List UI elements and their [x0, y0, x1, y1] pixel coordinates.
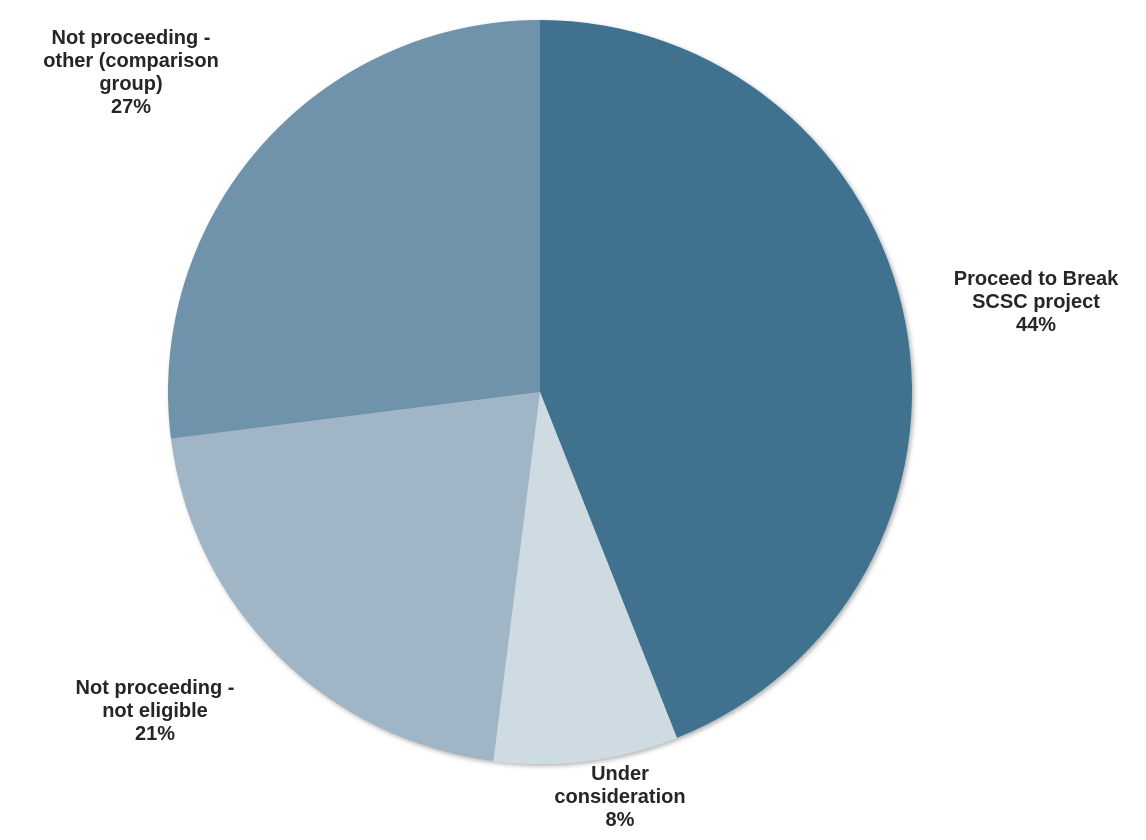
slice-under-consideration [493, 392, 677, 765]
slice-label-under-line-2: consideration [554, 786, 686, 808]
slice-label-other-comparison: Not proceeding - other (comparison group… [0, 27, 262, 119]
pie-slices [167, 19, 913, 765]
slice-label-other-line-3: group) [99, 73, 163, 95]
slice-proceed [540, 19, 913, 738]
slice-label-under-consideration: Under consideration 8% [520, 763, 720, 832]
slice-label-not-eligible-value: 21% [134, 723, 176, 745]
slice-label-other-line-2: other (comparison [43, 50, 219, 72]
slice-label-not-eligible-line-1: Not proceeding - [75, 677, 235, 699]
slice-label-proceed-line-2: SCSC project [972, 291, 1100, 313]
slice-other-comparison [167, 20, 540, 439]
slice-label-proceed: Proceed to Break SCSC project 44% [918, 268, 1146, 337]
slice-label-under-line-1: Under [591, 763, 649, 785]
slice-label-under-value: 8% [605, 809, 635, 831]
slice-label-proceed-line-1: Proceed to Break [953, 268, 1119, 290]
slice-label-not-eligible: Not proceeding - not eligible 21% [30, 677, 280, 746]
slice-label-other-line-1: Not proceeding - [51, 27, 211, 49]
slice-label-other-value: 27% [110, 96, 152, 118]
slice-label-not-eligible-line-2: not eligible [102, 700, 208, 722]
slice-label-proceed-value: 44% [1015, 314, 1057, 336]
slice-not-eligible [170, 392, 540, 762]
